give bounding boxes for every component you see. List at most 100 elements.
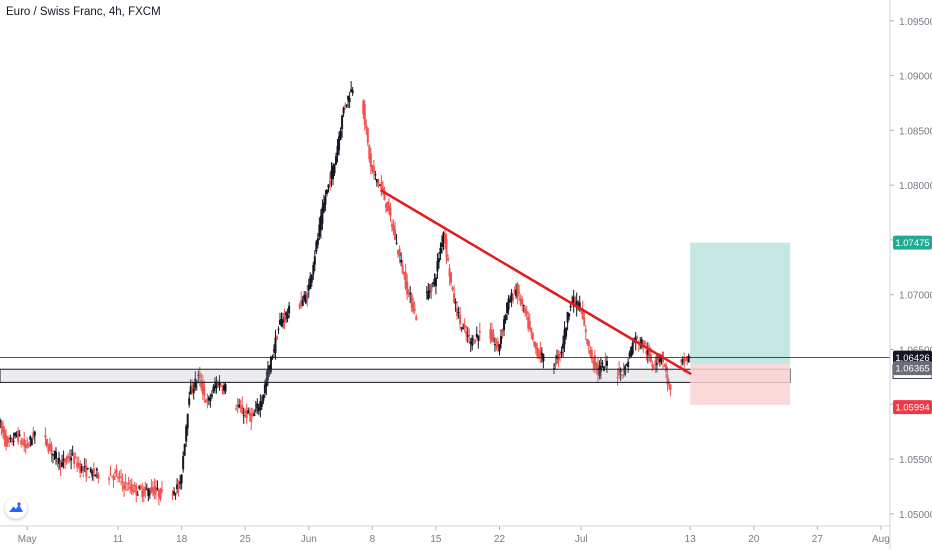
candle-body [509, 300, 512, 303]
entry-price-badge [893, 361, 932, 376]
candle-body [586, 338, 589, 345]
candle-body [53, 450, 56, 453]
price-tick-label: 1.07000 [899, 291, 932, 302]
candle-body [409, 293, 412, 295]
candle-body [2, 426, 5, 433]
candle-body [242, 415, 245, 417]
candle-body [681, 358, 684, 363]
candle-body [434, 277, 437, 287]
candle-body [562, 343, 565, 349]
candle-body [80, 466, 83, 472]
candle-body [21, 443, 24, 445]
candle-body [185, 426, 188, 442]
candle-body [213, 385, 216, 389]
candle-body [680, 360, 683, 362]
candle-body [280, 319, 283, 327]
candle-body [204, 400, 207, 403]
candle-body [391, 223, 394, 227]
candle-body [489, 329, 492, 340]
candle-body [245, 410, 248, 418]
candle-body [44, 435, 47, 438]
candle-body [598, 367, 601, 376]
candle-body [277, 328, 280, 330]
candle-body [154, 487, 157, 493]
candle-body [55, 452, 58, 459]
candle-body [658, 359, 661, 363]
time-tick-label: 18 [176, 534, 188, 545]
candles [0, 81, 692, 506]
candle-body [493, 343, 496, 345]
candle-body [380, 182, 383, 190]
candle-body [584, 329, 587, 333]
candle-body [121, 481, 124, 483]
candle-body [630, 347, 633, 357]
candle-body [515, 289, 518, 297]
candle-body [156, 488, 159, 490]
time-tick-label: 13 [685, 534, 697, 545]
candle-body [248, 412, 251, 416]
candle-body [68, 456, 71, 460]
candle-body [203, 387, 206, 396]
time-tick-label: 20 [748, 534, 760, 545]
candle-body [83, 466, 86, 468]
candle-body [61, 462, 64, 467]
candle-body [335, 156, 338, 165]
stop-zone [690, 364, 791, 405]
candle-body [425, 291, 428, 293]
target-price-badge [893, 235, 932, 250]
support-zone [0, 368, 791, 383]
candle-body [51, 453, 54, 456]
candle-body [194, 378, 197, 388]
tradingview-logo-icon[interactable] [5, 497, 27, 519]
candle-body [590, 349, 593, 360]
candle-body [65, 457, 68, 462]
entry-price-label: 1.06365 [895, 364, 929, 375]
candle-body [59, 460, 62, 468]
candle-body [73, 456, 76, 464]
candle-body [147, 489, 150, 497]
candle-body [148, 493, 151, 495]
candle-body [465, 331, 468, 335]
candle-body [250, 413, 253, 422]
candle-body [283, 317, 286, 321]
candle-body [507, 298, 510, 310]
time-tick-label: Aug [872, 534, 890, 545]
candle-body [618, 369, 621, 376]
last-price-badge [893, 350, 932, 365]
candle-body [182, 456, 185, 470]
candle-body [14, 432, 17, 437]
candle-body [62, 459, 65, 461]
candle-body [304, 295, 307, 304]
candle-body [251, 412, 254, 416]
candle-body [554, 362, 557, 367]
candle-body [581, 308, 584, 320]
candle-body [398, 248, 401, 257]
candle-body [530, 328, 533, 333]
candle-body [307, 284, 310, 291]
candle-body [645, 350, 648, 354]
candle-body [94, 474, 97, 476]
candle-body [439, 247, 442, 254]
candle-body [88, 476, 91, 478]
candle-body [474, 339, 477, 342]
candle-body [70, 457, 73, 461]
candle-body [282, 319, 285, 323]
price-tick-label: 1.05500 [899, 455, 932, 466]
candle-body [309, 276, 312, 289]
chart-title: Euro / Swiss Franc, 4h, FXCM [6, 6, 161, 18]
candle-body [453, 293, 456, 303]
candle-body [595, 362, 598, 367]
candle-body [559, 353, 562, 356]
candle-body [188, 398, 191, 405]
candle-body [457, 312, 460, 314]
candle-body [498, 344, 501, 352]
candle-body [29, 436, 32, 440]
candle-body [274, 337, 277, 353]
candle-body [683, 358, 686, 365]
candle-body [565, 327, 568, 337]
candle-body [525, 311, 528, 315]
price-tick-label: 1.09500 [899, 17, 932, 28]
